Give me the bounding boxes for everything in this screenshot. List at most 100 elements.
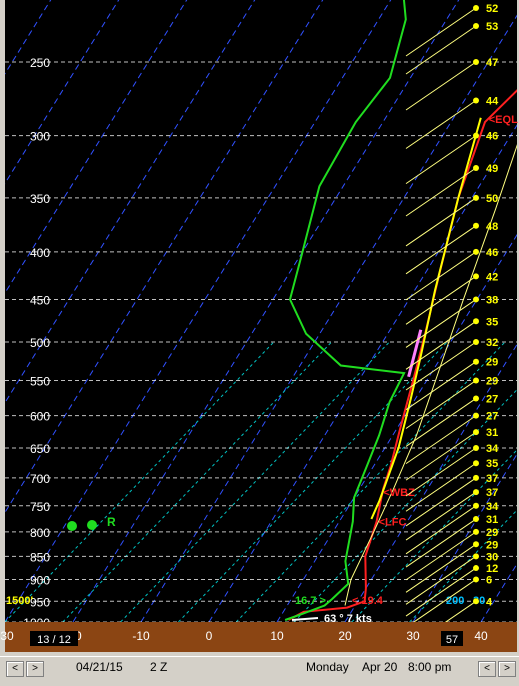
prev-button[interactable]: <: [6, 661, 24, 677]
wind-dot: [473, 339, 479, 345]
scale-box-label: 13 / 12: [37, 634, 71, 646]
x-tick-label: 10: [270, 629, 284, 643]
wind-dot: [473, 296, 479, 302]
wind-dot: [473, 223, 479, 229]
wind-speed-label: 38: [486, 294, 498, 306]
wind-dot: [473, 59, 479, 65]
wind-speed-label: 37: [486, 473, 498, 485]
wind-dot: [473, 541, 479, 547]
wind-dot: [473, 98, 479, 104]
wind-speed-label: 29: [486, 357, 498, 369]
index-box-label: 57: [446, 634, 458, 646]
wind-dot: [473, 529, 479, 535]
wind-dot: [473, 553, 479, 559]
wind-speed-label: 12: [486, 563, 498, 575]
run-date: 04/21/15: [76, 660, 123, 674]
wind-speed-label: 37: [486, 487, 498, 499]
x-tick-label: 40: [474, 629, 488, 643]
status-bar: < > 04/21/15 2 Z Monday Apr 20 8:00 pm <…: [0, 656, 519, 686]
plot-area: [5, 0, 517, 622]
wind-speed-label: 35: [486, 316, 498, 328]
surface-right-label: 200: [446, 595, 464, 607]
wind-speed-label: 49: [486, 163, 498, 175]
wind-dot: [473, 195, 479, 201]
wind-dot: [473, 413, 479, 419]
prev-time-button[interactable]: <: [478, 661, 496, 677]
wind-speed-label: 6: [486, 574, 492, 586]
level-label-eql: <EQL: [489, 114, 518, 126]
surface-dewpoint: 16.7 >: [295, 595, 326, 607]
x-axis-band: [5, 622, 517, 652]
valid-day: Monday: [306, 660, 349, 674]
run-time: 2 Z: [150, 660, 167, 674]
y-tick-label: 550: [30, 375, 50, 389]
y-tick-label: 300: [30, 130, 50, 144]
wind-speed-label: 29: [486, 539, 498, 551]
wind-speed-label: 48: [486, 221, 498, 233]
marker-label: R: [107, 515, 116, 529]
wind-speed-label: 35: [486, 458, 498, 470]
wind-dot: [473, 576, 479, 582]
wind-dot: [473, 359, 479, 365]
y-tick-label: 250: [30, 56, 50, 70]
wind-speed-label: 46: [486, 131, 498, 143]
wind-dot: [473, 475, 479, 481]
wind-dot: [473, 445, 479, 451]
marker-dot: [67, 521, 77, 531]
x-tick-label: -30: [0, 629, 14, 643]
wind-speed-label: 46: [486, 247, 498, 259]
wind-speed-label: 53: [486, 21, 498, 33]
x-tick-label: 30: [406, 629, 420, 643]
wind-speed-label: 4: [486, 596, 493, 608]
wind-speed-label: 29: [486, 376, 498, 388]
wind-speed-label: 44: [486, 96, 499, 108]
x-tick-label: -10: [132, 629, 150, 643]
wind-dot: [473, 516, 479, 522]
y-tick-label: 700: [30, 472, 50, 486]
wind-speed-label: 42: [486, 271, 498, 283]
y-tick-label: 850: [30, 550, 50, 564]
wind-dot: [473, 249, 479, 255]
wind-dot: [473, 395, 479, 401]
wind-speed-label: 27: [486, 411, 498, 423]
wind-speed-label: 31: [486, 514, 498, 526]
wind-speed-label: 52: [486, 3, 498, 15]
wind-dot: [473, 318, 479, 324]
y-tick-label: 450: [30, 293, 50, 307]
wind-dot: [473, 273, 479, 279]
wind-speed-label: 30: [486, 551, 498, 563]
marker-dot: [87, 520, 97, 530]
wind-speed-label: 47: [486, 57, 498, 69]
wind-speed-label: 34: [486, 443, 499, 455]
level-label-lfc: <LFC: [379, 517, 407, 529]
wind-dot: [473, 503, 479, 509]
x-tick-label: 0: [206, 629, 213, 643]
y-tick-label: 600: [30, 410, 50, 424]
wind-speed-label: 32: [486, 337, 498, 349]
y-tick-label: 400: [30, 246, 50, 260]
y-tick-label: 350: [30, 192, 50, 206]
wind-speed-label: 29: [486, 527, 498, 539]
wind-speed-label: 34: [486, 501, 499, 513]
surface-height: 1500': [6, 595, 33, 607]
y-tick-label: 750: [30, 500, 50, 514]
next-button[interactable]: >: [26, 661, 44, 677]
wind-dot: [473, 133, 479, 139]
wind-speed-label: 27: [486, 393, 498, 405]
valid-date: Apr 20: [362, 660, 397, 674]
y-tick-label: 650: [30, 442, 50, 456]
wind-dot: [473, 565, 479, 571]
wind-dot: [473, 23, 479, 29]
next-time-button[interactable]: >: [498, 661, 516, 677]
y-tick-label: 800: [30, 526, 50, 540]
surface-temp: < 19.4: [352, 595, 384, 607]
wind-dot: [473, 165, 479, 171]
y-tick-label: 500: [30, 336, 50, 350]
wind-dot: [473, 378, 479, 384]
wind-speed-label: 31: [486, 427, 498, 439]
wind-dot: [473, 489, 479, 495]
wind-speed-label: 50: [486, 193, 498, 205]
x-tick-label: 20: [338, 629, 352, 643]
wind-dot: [473, 598, 479, 604]
skew-t-chart: 2503003504004505005506006507007508008509…: [0, 0, 519, 656]
